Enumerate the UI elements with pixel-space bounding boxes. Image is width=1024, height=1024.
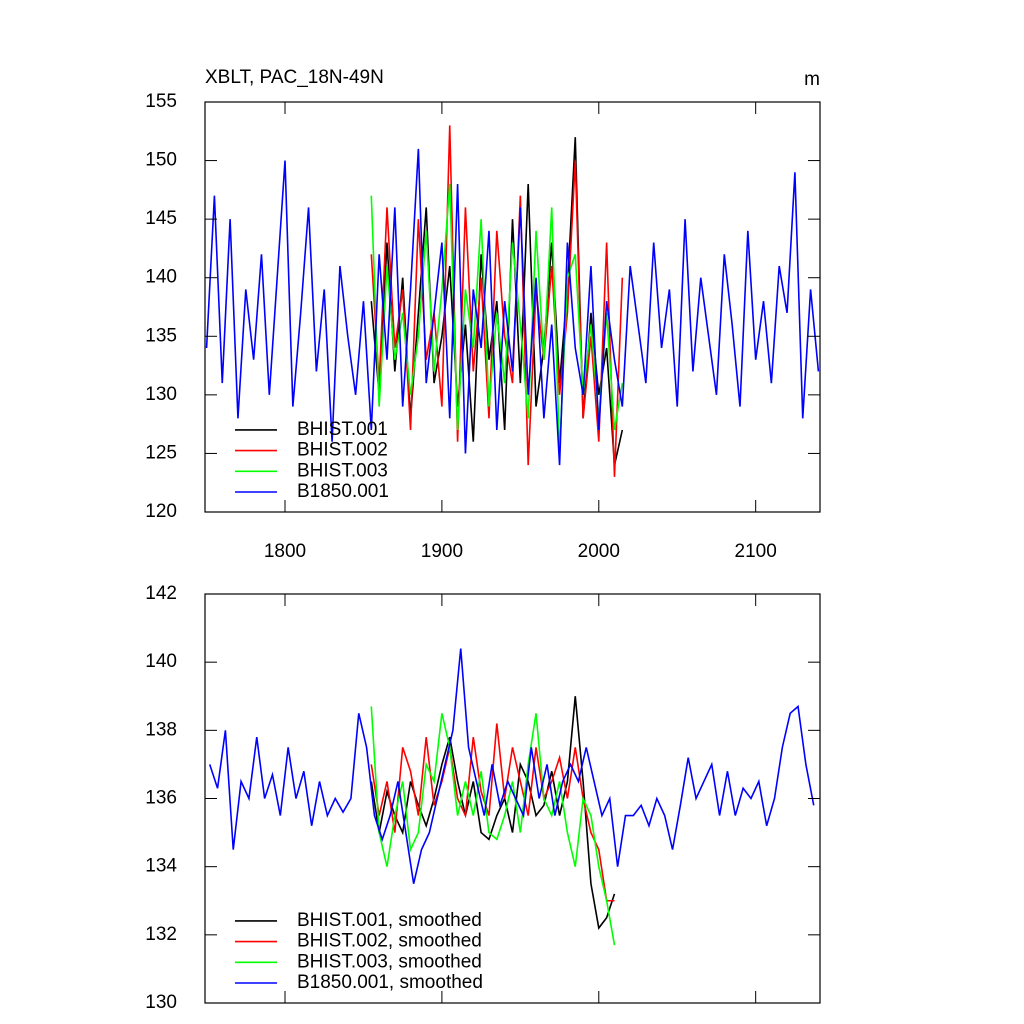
y-tick-label: 125 — [145, 442, 177, 463]
plot-frame — [204, 101, 821, 513]
data-line — [208, 648, 815, 884]
y-tick-label: 130 — [145, 384, 177, 405]
y-tick-label: 136 — [145, 788, 177, 809]
data-line — [370, 125, 624, 477]
y-tick-label: 140 — [145, 651, 177, 672]
y-tick-label: 120 — [145, 501, 177, 522]
units-label: m — [804, 69, 820, 90]
y-tick-label: 134 — [145, 856, 177, 877]
legend-label: B1850.001 — [297, 481, 389, 502]
y-tick-label: 135 — [145, 325, 177, 346]
x-tick-label: 1900 — [421, 541, 463, 562]
legend-label: BHIST.001, smoothed — [297, 910, 482, 931]
y-tick-label: 138 — [145, 719, 177, 740]
y-tick-label: 150 — [145, 150, 177, 171]
data-line — [370, 723, 615, 902]
y-tick-label: 142 — [145, 583, 177, 604]
legend-label: BHIST.002, smoothed — [297, 931, 482, 952]
legend-label: B1850.001, smoothed — [297, 972, 483, 993]
x-tick-label: 2000 — [578, 541, 620, 562]
y-tick-label: 140 — [145, 267, 177, 288]
y-tick-label: 145 — [145, 208, 177, 229]
data-line — [370, 696, 616, 930]
y-tick-label: 130 — [145, 992, 177, 1013]
legend-label: BHIST.001 — [297, 419, 388, 440]
y-tick-label: 132 — [145, 924, 177, 945]
data-line — [205, 148, 820, 466]
legend-label: BHIST.003, smoothed — [297, 951, 482, 972]
y-tick-label: 155 — [145, 91, 177, 112]
x-tick-label: 1800 — [264, 541, 306, 562]
data-line — [370, 706, 616, 946]
data-line — [370, 183, 624, 454]
legend-label: BHIST.003 — [297, 460, 388, 481]
legend-label: BHIST.002 — [297, 440, 388, 461]
x-tick-label: 2100 — [735, 541, 777, 562]
chart-title: XBLT, PAC_18N-49N — [205, 67, 384, 88]
